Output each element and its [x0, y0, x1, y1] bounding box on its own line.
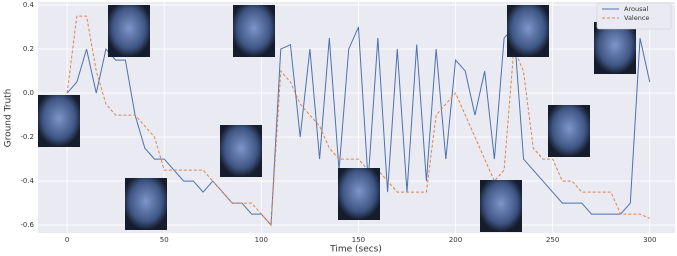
y-tick-label: -0.4: [20, 177, 34, 185]
legend-label: Valence: [624, 14, 649, 22]
lines: [66, 15, 651, 227]
legend-label: Arousal: [624, 5, 648, 13]
y-axis-label: Ground Truth: [4, 89, 14, 148]
face-image: [507, 5, 549, 57]
face-image: [480, 180, 522, 232]
face-images: [38, 5, 636, 232]
x-tick-label: 300: [643, 236, 656, 244]
x-tick-label: 200: [449, 236, 462, 244]
face-image: [338, 168, 380, 220]
x-tick-label: 250: [546, 236, 559, 244]
x-axis-label: Time (secs): [329, 245, 382, 255]
x-tick-label: 50: [160, 236, 169, 244]
face-image: [38, 95, 80, 147]
y-tick-label: -0.2: [20, 133, 34, 141]
x-tick-label: 100: [255, 236, 268, 244]
y-tick-label: 0.2: [23, 45, 34, 53]
y-tick-label: 0.0: [23, 89, 34, 97]
series-line: [66, 25, 651, 227]
y-tick-label: -0.6: [20, 221, 34, 229]
y-tick-label: 0.4: [23, 1, 35, 9]
face-image: [548, 105, 590, 157]
face-image: [220, 125, 262, 177]
face-image: [108, 5, 150, 57]
x-tick-label: 0: [65, 236, 69, 244]
face-image: [594, 22, 636, 74]
face-image: [233, 5, 275, 57]
series-line: [66, 15, 650, 227]
x-tick-label: 150: [352, 236, 365, 244]
face-image: [125, 178, 167, 230]
